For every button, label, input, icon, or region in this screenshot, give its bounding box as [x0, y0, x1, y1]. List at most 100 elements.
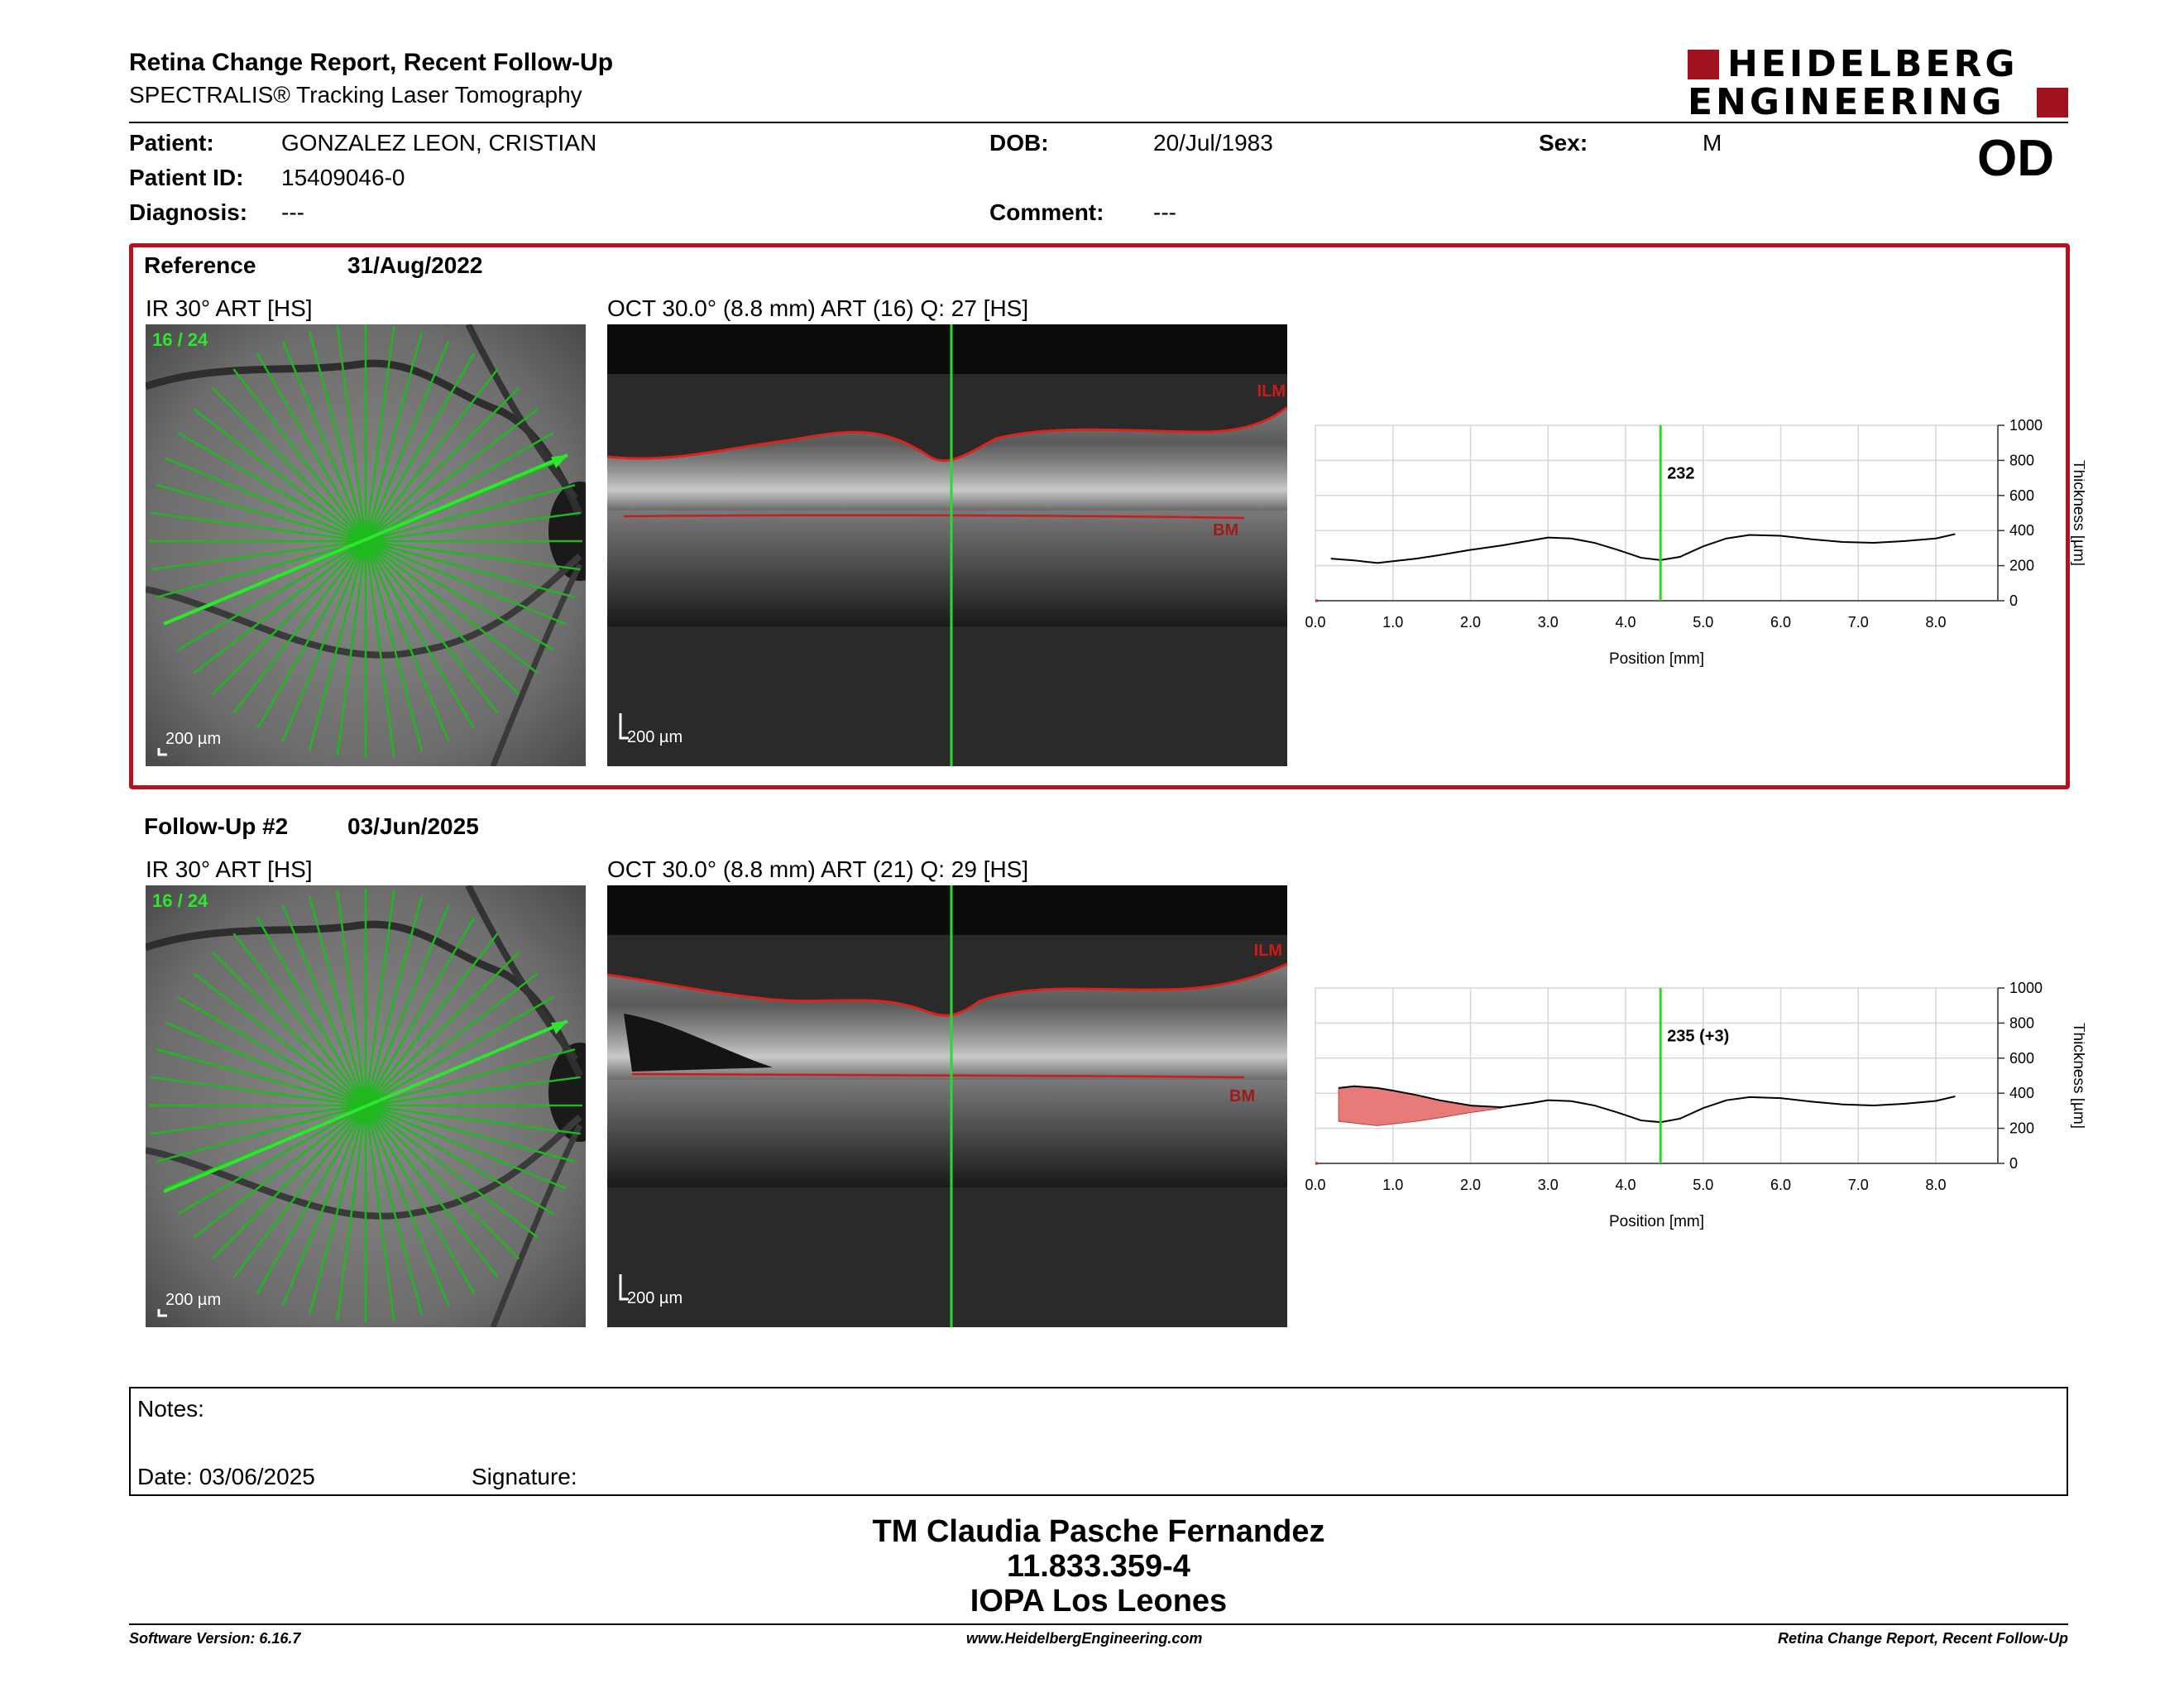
scan-ray [151, 1104, 366, 1135]
scan-ray [364, 1105, 450, 1307]
scan-ray [364, 1105, 476, 1294]
scan-ray [365, 540, 520, 696]
diagnosis-label: Diagnosis: [129, 199, 248, 225]
scan-ray [365, 539, 576, 599]
scan-ray [364, 352, 476, 542]
scan-ray [365, 540, 539, 674]
logo-line1: HEIDELBERG [1727, 43, 2019, 85]
scan-ray [256, 917, 367, 1106]
followup-ir-image[interactable]: 16 / 24 200 µm [146, 885, 586, 1327]
followup-date: 03/Jun/2025 [347, 813, 479, 839]
ref-y-axis-label: Thickness [µm] [2070, 460, 2085, 566]
scan-ray [308, 540, 367, 751]
scan-ray [364, 540, 450, 742]
scan-ray [364, 904, 450, 1106]
ref-xtick-label: 6.0 [1770, 614, 1791, 631]
scan-ray [177, 539, 366, 651]
scan-ray [151, 1076, 366, 1107]
reference-ilm-label: ILM [1257, 382, 1286, 400]
scan-ray [193, 1105, 366, 1239]
followup-slice-counter: 16 / 24 [152, 890, 208, 911]
scan-ray [232, 933, 366, 1106]
scan-ray [232, 540, 366, 714]
followup-ir-scale: 200 µm [165, 1291, 222, 1309]
scan-ray [211, 1105, 366, 1260]
patient-name: GONZALEZ LEON, CRISTIAN [281, 130, 597, 156]
logo-line2: ENGINEERING [1688, 81, 2005, 123]
scan-ray [232, 368, 366, 542]
scan-ray [256, 1105, 367, 1294]
header-divider [129, 122, 2068, 123]
signer-id: 11.833.359-4 [1007, 1549, 1190, 1584]
scan-ray [336, 540, 367, 756]
reference-ir-image[interactable]: 16 / 24 200 µm [146, 324, 586, 766]
patient-name-label: Patient: [129, 130, 214, 156]
fu-xtick-label: 0.0 [1305, 1177, 1325, 1193]
fu-y-axis-label: Thickness [µm] [2070, 1023, 2085, 1129]
ref-marker-label: 232 [1667, 464, 1694, 482]
scan-ray [365, 1048, 576, 1107]
reference-date: 31/Aug/2022 [347, 252, 483, 278]
scan-ray [364, 540, 424, 751]
scan-ray [156, 483, 366, 543]
scan-ray [211, 540, 366, 696]
fu-xtick-label: 2.0 [1460, 1177, 1481, 1193]
ref-ytick-label: 600 [2009, 487, 2034, 504]
fu-marker-label: 235 (+3) [1667, 1027, 1729, 1045]
footer-report-name: Retina Change Report, Recent Follow-Up [1777, 1630, 2068, 1647]
notes-box[interactable]: Notes: Date: 03/06/2025 Signature: [129, 1387, 2068, 1496]
footer-website-link[interactable]: www.HeidelbergEngineering.com [966, 1630, 1203, 1647]
scan-ray [177, 431, 366, 543]
scan-ray [364, 1105, 424, 1316]
scan-ray [281, 540, 367, 742]
scan-ray [256, 352, 367, 542]
ref-ytick-label: 0 [2009, 592, 2018, 609]
ref-xtick-label: 4.0 [1615, 614, 1636, 631]
ref-ytick-label: 1000 [2009, 417, 2043, 434]
followup-oct-title: OCT 30.0° (8.8 mm) ART (21) Q: 29 [HS] [607, 856, 1029, 882]
scan-ray [156, 539, 366, 599]
scan-ray [365, 1105, 499, 1278]
reference-label: Reference [144, 252, 256, 278]
dob-value: 20/Jul/1983 [1153, 130, 1273, 156]
followup-oct-scan [607, 885, 1287, 1327]
ref-xtick-label: 8.0 [1925, 614, 1946, 631]
scan-ray [365, 1104, 554, 1216]
signer-institution: IOPA Los Leones [970, 1584, 1228, 1618]
ref-thickness-line [1330, 533, 1956, 564]
reference-oct-title: OCT 30.0° (8.8 mm) ART (16) Q: 27 [HS] [607, 295, 1029, 321]
scan-ray [232, 1105, 366, 1278]
fu-xtick-label: 8.0 [1925, 1177, 1946, 1193]
fu-xtick-label: 3.0 [1538, 1177, 1559, 1193]
reference-oct-scale: 200 µm [627, 728, 683, 746]
scan-ray [336, 326, 367, 542]
followup-fundus [146, 885, 586, 1327]
scan-ray [365, 1105, 539, 1239]
reference-oct-scan [607, 324, 1287, 766]
report-title: Retina Change Report, Recent Follow-Up [129, 49, 614, 76]
report-subtitle: SPECTRALIS® Tracking Laser Tomography [129, 82, 582, 108]
scan-ray [364, 917, 476, 1106]
reference-oct-image[interactable]: ILM BM 200 µm [607, 324, 1287, 766]
scan-ray [364, 895, 424, 1106]
scan-ray [308, 895, 367, 1106]
followup-oct-scale: 200 µm [627, 1289, 683, 1307]
scan-ray [165, 1021, 366, 1107]
scan-ray [308, 331, 367, 542]
followup-ir-title: IR 30° ART [HS] [146, 856, 313, 882]
scan-ray [365, 972, 539, 1106]
scan-ray [177, 1104, 366, 1216]
reference-slice-counter: 16 / 24 [152, 329, 208, 350]
fu-ytick-label: 0 [2009, 1155, 2018, 1172]
scan-ray [365, 1105, 520, 1260]
reference-fundus [146, 324, 586, 766]
signer-name: TM Claudia Pasche Fernandez [872, 1514, 1325, 1549]
scan-ray [365, 1076, 581, 1107]
scan-ray [165, 457, 366, 543]
footer-software-version: Software Version: 6.16.7 [129, 1630, 301, 1647]
scan-ray [365, 408, 539, 542]
scan-ray [365, 995, 554, 1107]
followup-oct-image[interactable]: ILM BM 200 µm [607, 885, 1287, 1327]
scan-ray [308, 1105, 367, 1316]
scan-ray [156, 1048, 366, 1107]
